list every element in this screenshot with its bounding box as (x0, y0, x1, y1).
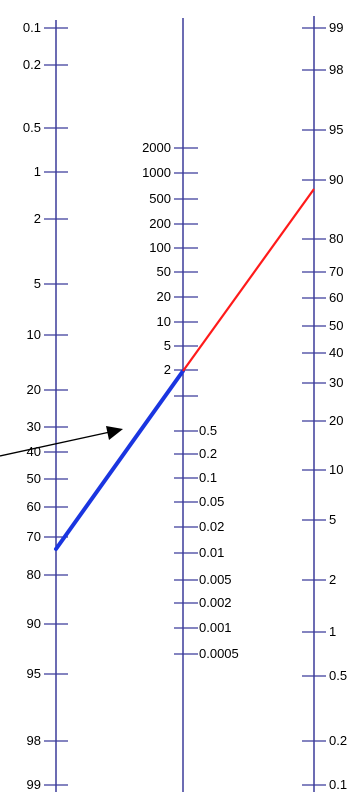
right-scale-label: 60 (329, 290, 343, 305)
middle-scale-label: 0.001 (199, 620, 232, 635)
left-scale-label: 10 (27, 327, 41, 342)
right-scale-label: 70 (329, 264, 343, 279)
left-scale-label: 1 (34, 164, 41, 179)
right-scale-label: 0.1 (329, 777, 347, 792)
right-scale-label: 20 (329, 413, 343, 428)
left-scale-label: 95 (27, 666, 41, 681)
middle-scale-label: 100 (149, 240, 171, 255)
left-scale-label: 80 (27, 567, 41, 582)
middle-scale-ticks (174, 147, 198, 655)
middle-scale-label: 0.2 (199, 446, 217, 461)
left-scale-label: 40 (27, 444, 41, 459)
middle-scale-label: 10 (157, 314, 171, 329)
right-scale-label: 5 (329, 512, 336, 527)
middle-scale-label: 50 (157, 264, 171, 279)
right-scale-label: 30 (329, 375, 343, 390)
middle-scale-label: 0.0005 (199, 646, 239, 661)
arrowhead-icon (106, 426, 123, 440)
arrow-shaft (0, 431, 111, 457)
right-scale-label: 2 (329, 572, 336, 587)
middle-scale-label: 0.05 (199, 494, 224, 509)
right-scale-label: 95 (329, 122, 343, 137)
right-scale-label: 1 (329, 624, 336, 639)
right-scale-label: 0.2 (329, 733, 347, 748)
middle-scale-label: 0.5 (199, 423, 217, 438)
left-scale-label: 5 (34, 276, 41, 291)
middle-scale-label: 0.002 (199, 595, 232, 610)
middle-scale-label: 1000 (142, 165, 171, 180)
middle-scale-label: 0.02 (199, 519, 224, 534)
middle-scale-label: 200 (149, 216, 171, 231)
middle-scale-label: 0.005 (199, 572, 232, 587)
left-scale-label: 20 (27, 382, 41, 397)
left-scale-label: 30 (27, 419, 41, 434)
middle-scale-upper-labels: 2000 1000 500 200 100 50 20 10 5 2 (142, 140, 171, 377)
left-scale-label: 0.5 (23, 120, 41, 135)
right-scale-label: 90 (329, 172, 343, 187)
left-scale-label: 90 (27, 616, 41, 631)
middle-scale-label: 2 (164, 362, 171, 377)
middle-scale-label: 0.01 (199, 545, 224, 560)
left-scale-label: 60 (27, 499, 41, 514)
left-scale-labels: 0.1 0.2 0.5 1 2 5 10 20 30 40 50 60 70 8… (23, 20, 41, 792)
left-scale-label: 2 (34, 211, 41, 226)
middle-scale-label: 0.1 (199, 470, 217, 485)
middle-scale-label: 5 (164, 338, 171, 353)
right-scale-label: 50 (329, 318, 343, 333)
left-scale-label: 98 (27, 733, 41, 748)
left-scale-label: 70 (27, 529, 41, 544)
upper-connector-line (182, 188, 315, 372)
right-scale-label: 80 (329, 231, 343, 246)
left-scale-label: 50 (27, 471, 41, 486)
pointer-arrow (0, 426, 123, 457)
left-scale-label: 0.2 (23, 57, 41, 72)
right-scale-label: 0.5 (329, 668, 347, 683)
middle-scale-label: 500 (149, 191, 171, 206)
right-scale-label: 98 (329, 62, 343, 77)
left-scale-label: 0.1 (23, 20, 41, 35)
left-scale-ticks (44, 27, 68, 786)
right-scale-label: 99 (329, 20, 343, 35)
right-scale-labels: 99 98 95 90 80 70 60 50 40 30 20 10 5 2 … (329, 20, 347, 792)
right-scale-label: 40 (329, 345, 343, 360)
lower-connector-line (54, 369, 185, 551)
left-scale-label: 99 (27, 777, 41, 792)
middle-scale-lower-labels: 0.5 0.2 0.1 0.05 0.02 0.01 0.005 0.002 0… (199, 423, 239, 661)
middle-scale-label: 20 (157, 289, 171, 304)
right-scale-label: 10 (329, 462, 343, 477)
right-scale-ticks (302, 27, 326, 786)
middle-scale-label: 2000 (142, 140, 171, 155)
